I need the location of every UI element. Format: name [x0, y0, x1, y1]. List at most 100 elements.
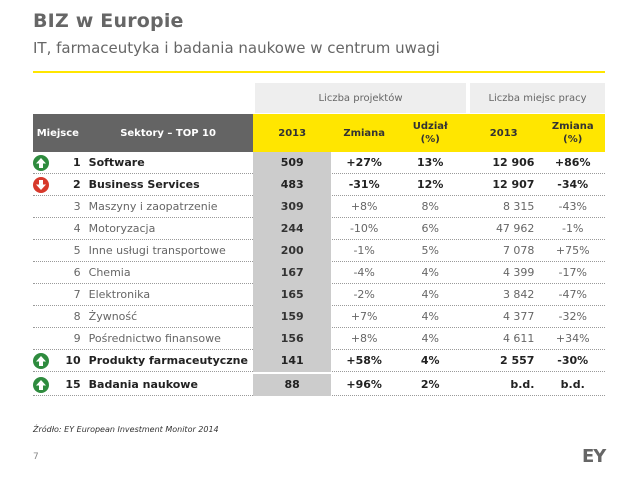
rank-cell: 7 — [73, 288, 81, 301]
projects-change-cell: +8% — [350, 200, 378, 213]
projects-cell: 483 — [253, 173, 331, 196]
rank-cell: 1 — [33, 152, 83, 174]
jobs-change-cell: +86% — [554, 156, 591, 169]
jobs-cell: 12 906 — [492, 156, 535, 169]
share-cell: 4% — [421, 266, 439, 279]
ey-logo: EY — [582, 446, 606, 467]
projects-change-cell: -1% — [353, 244, 375, 257]
page-title: BIZ w Europie — [33, 10, 184, 32]
table-row: 10 Produkty farmaceutyczne 141 +58% 4% 2 557 -… — [33, 349, 605, 372]
page-number: 7 — [33, 452, 39, 462]
jobs-change-cell: -43% — [558, 200, 587, 213]
table-row: 6 Chemia 167 -4% 4% 4 399 -17% — [33, 261, 605, 284]
rank-cell: 8 — [73, 310, 81, 323]
sector-cell: Żywność — [88, 310, 138, 323]
arrow-down-icon — [33, 176, 49, 193]
table-row: 1 Software 509 +27% 13% 12 906 +86% — [33, 151, 605, 174]
group-header-row: Liczba projektów Liczba miejsc pracy — [33, 83, 605, 113]
projects-change-cell: +7% — [350, 310, 378, 323]
jobs-cell: 3 842 — [502, 288, 535, 301]
jobs-cell: 7 078 — [502, 244, 535, 257]
projects-cell: 244 — [253, 217, 331, 240]
share-cell: 12% — [417, 178, 444, 191]
jobs-cell: 12 907 — [492, 178, 535, 191]
projects-cell: 141 — [253, 349, 331, 372]
share-cell: 4% — [420, 354, 440, 367]
projects-change-cell: -4% — [353, 266, 375, 279]
table-row: 3 Maszyny i zaopatrzenie 309 +8% 8% 8 315 -43% — [33, 195, 605, 218]
rank-cell: 10 — [33, 350, 83, 372]
table-row: 9 Pośrednictwo finansowe 156 +8% 4% 4 611 +34% — [33, 327, 605, 350]
share-cell: 6% — [421, 222, 439, 235]
projects-change-cell: +58% — [346, 354, 382, 367]
rank-cell: 6 — [73, 266, 81, 279]
projects-cell: 165 — [253, 283, 331, 306]
sector-cell: Inne usługi transportowe — [88, 244, 226, 257]
projects-change-cell: +8% — [350, 332, 378, 345]
column-header-row: Miejsce Sektory – TOP 10 2013 Zmiana Udz… — [33, 114, 605, 152]
rank-cell: 5 — [73, 244, 81, 257]
group-jobs-header: Liczba miejsc pracy — [470, 83, 605, 113]
projects-cell: 156 — [253, 327, 331, 350]
col-projects-2013: 2013 — [253, 114, 331, 152]
share-cell: 5% — [421, 244, 439, 257]
group-projects-header: Liczba projektów — [255, 83, 466, 113]
share-cell: 2% — [420, 378, 440, 391]
share-cell: 13% — [417, 156, 444, 169]
col-jobs-2013: 2013 — [466, 114, 541, 152]
col-rank: Miejsce — [33, 114, 83, 152]
projects-cell: 88 — [253, 373, 331, 396]
jobs-change-cell: +75% — [555, 244, 590, 257]
sector-cell: Pośrednictwo finansowe — [88, 332, 221, 345]
col-share: Udział (%) — [397, 114, 463, 152]
sectors-table: Liczba projektów Liczba miejsc pracy Mie… — [33, 83, 605, 396]
arrow-up-icon — [33, 154, 49, 171]
jobs-cell: 4 611 — [502, 332, 535, 345]
jobs-change-cell: -30% — [557, 354, 589, 367]
jobs-change-cell: -1% — [561, 222, 584, 235]
table-row: 2 Business Services 483 -31% 12% 12 907 -34% — [33, 173, 605, 196]
jobs-change-cell: b.d. — [560, 378, 585, 391]
jobs-change-cell: -32% — [558, 310, 587, 323]
sector-cell: Motoryzacja — [88, 222, 156, 235]
page-subtitle: IT, farmaceutyka i badania naukowe w cen… — [33, 39, 440, 57]
table-row: 15 Badania naukowe 88 +96% 2% b.d. b.d. — [33, 373, 605, 396]
jobs-change-cell: -34% — [557, 178, 589, 191]
jobs-change-cell: -47% — [558, 288, 587, 301]
sector-cell: Maszyny i zaopatrzenie — [88, 200, 218, 213]
arrow-up-icon — [33, 376, 49, 393]
projects-cell: 167 — [253, 261, 331, 284]
sector-cell: Software — [88, 156, 145, 169]
table-row: 4 Motoryzacja 244 -10% 6% 47 962 -1% — [33, 217, 605, 240]
share-cell: 4% — [421, 310, 439, 323]
share-cell: 4% — [421, 288, 439, 301]
table-body: 1 Software 509 +27% 13% 12 906 +86% 2 Business S… — [33, 151, 605, 396]
col-sector: Sektory – TOP 10 — [82, 114, 254, 152]
sector-cell: Produkty farmaceutyczne — [88, 354, 248, 367]
jobs-change-cell: +34% — [555, 332, 590, 345]
sector-cell: Badania naukowe — [88, 378, 198, 391]
projects-change-cell: -10% — [349, 222, 379, 235]
projects-change-cell: -2% — [353, 288, 375, 301]
table-row: 5 Inne usługi transportowe 200 -1% 5% 7 078 +7… — [33, 239, 605, 262]
sector-cell: Chemia — [88, 266, 131, 279]
col-projects-change: Zmiana — [330, 114, 398, 152]
projects-change-cell: +27% — [346, 156, 382, 169]
col-jobs-change: Zmiana (%) — [540, 114, 605, 152]
rank-cell: 15 — [33, 374, 83, 396]
arrow-up-icon — [33, 352, 49, 369]
rank-cell: 4 — [73, 222, 81, 235]
projects-change-cell: +96% — [346, 378, 382, 391]
rank-cell: 2 — [33, 174, 83, 196]
jobs-cell: 47 962 — [495, 222, 535, 235]
jobs-cell: 4 399 — [502, 266, 535, 279]
jobs-cell: 2 557 — [499, 354, 535, 367]
projects-cell: 509 — [253, 151, 331, 174]
jobs-cell: b.d. — [510, 378, 535, 391]
share-cell: 4% — [421, 332, 439, 345]
rank-cell: 9 — [73, 332, 81, 345]
table-row: 7 Elektronika 165 -2% 4% 3 842 -47% — [33, 283, 605, 306]
projects-change-cell: -31% — [348, 178, 380, 191]
rank-cell: 3 — [73, 200, 81, 213]
jobs-cell: 4 377 — [502, 310, 535, 323]
